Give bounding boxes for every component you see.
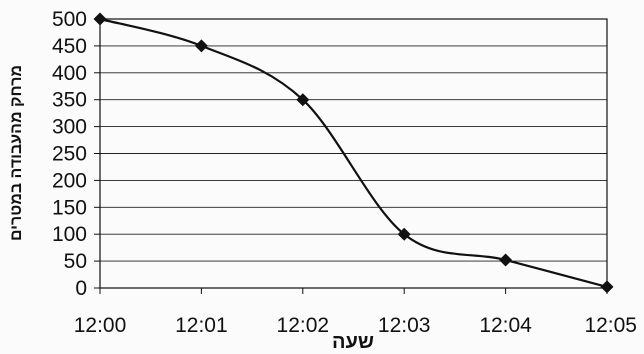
data-point-12:02 bbox=[296, 93, 310, 107]
data-point-12:01 bbox=[194, 39, 208, 53]
x-tick-label-5: 12:05 bbox=[584, 314, 637, 337]
y-tick-label-450: 450 bbox=[52, 35, 87, 58]
x-tick-label-4: 12:04 bbox=[479, 314, 532, 337]
y-tick-label-100: 100 bbox=[52, 223, 87, 246]
x-axis-ticks: 12:00 12:01 12:02 12:03 12:04 12:05 bbox=[74, 288, 637, 337]
series-markers bbox=[93, 12, 614, 294]
y-axis-title: מרחק מהעבודה במטרים bbox=[8, 65, 25, 241]
y-tick-label-50: 50 bbox=[64, 250, 87, 273]
data-point-12:05 bbox=[600, 280, 614, 294]
data-point-12:04 bbox=[499, 253, 513, 267]
y-tick-label-150: 150 bbox=[52, 196, 87, 219]
x-tick-label-3: 12:03 bbox=[378, 314, 431, 337]
x-tick-label-0: 12:00 bbox=[74, 314, 127, 337]
y-tick-label-500: 500 bbox=[52, 8, 87, 31]
data-point-12:03 bbox=[397, 227, 411, 241]
data-point-12:00 bbox=[93, 12, 107, 26]
x-tick-label-2: 12:02 bbox=[277, 314, 330, 337]
y-tick-label-0: 0 bbox=[75, 277, 87, 300]
y-tick-label-350: 350 bbox=[52, 89, 87, 112]
y-tick-label-400: 400 bbox=[52, 62, 87, 85]
y-tick-label-300: 300 bbox=[52, 116, 87, 139]
y-tick-label-200: 200 bbox=[52, 169, 87, 192]
y-tick-label-250: 250 bbox=[52, 143, 87, 166]
x-axis-title: שעה bbox=[332, 331, 374, 353]
gridlines bbox=[100, 45, 607, 262]
x-tick-label-1: 12:01 bbox=[175, 314, 228, 337]
y-axis-ticks: 0 50 100 150 200 250 300 350 400 450 500 bbox=[52, 8, 100, 300]
series-line bbox=[99, 17, 608, 288]
